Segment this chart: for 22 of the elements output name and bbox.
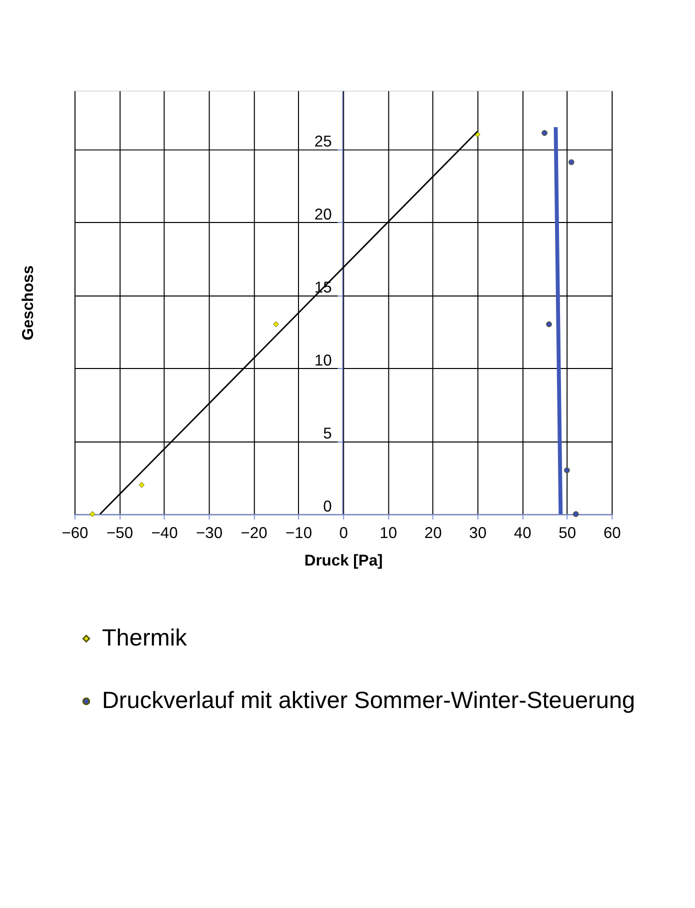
x-tick-label: −30 xyxy=(196,525,223,542)
y-axis-title: Geschoss xyxy=(20,265,38,340)
x-tick-label: 60 xyxy=(603,525,622,542)
x-tick-label: 30 xyxy=(469,525,487,542)
x-tick-label: −60 xyxy=(62,525,89,542)
y-tick-label: 0 xyxy=(323,498,332,516)
x-tick-label: 10 xyxy=(380,525,398,542)
y-tick-label: 25 xyxy=(314,134,332,151)
x-tick-label: 40 xyxy=(514,525,532,542)
x-axis-title: Druck [Pa] xyxy=(304,552,383,570)
x-tick-label: 20 xyxy=(424,525,442,542)
y-tick-label: 5 xyxy=(323,426,332,443)
x-tick-label: 0 xyxy=(339,525,348,542)
x-tick-label: −50 xyxy=(106,525,134,542)
x-tick-label: 50 xyxy=(558,525,576,542)
legend-label: Druckverlauf mit aktiver Sommer-Winter-Steuerung xyxy=(102,687,636,714)
x-tick-label: −20 xyxy=(240,525,268,542)
x-tick-label: −40 xyxy=(151,525,178,542)
legend-label: Thermik xyxy=(102,624,188,650)
y-tick-label: 10 xyxy=(314,352,332,370)
y-tick-label: 20 xyxy=(314,206,332,224)
x-tick-label: −10 xyxy=(286,525,312,542)
